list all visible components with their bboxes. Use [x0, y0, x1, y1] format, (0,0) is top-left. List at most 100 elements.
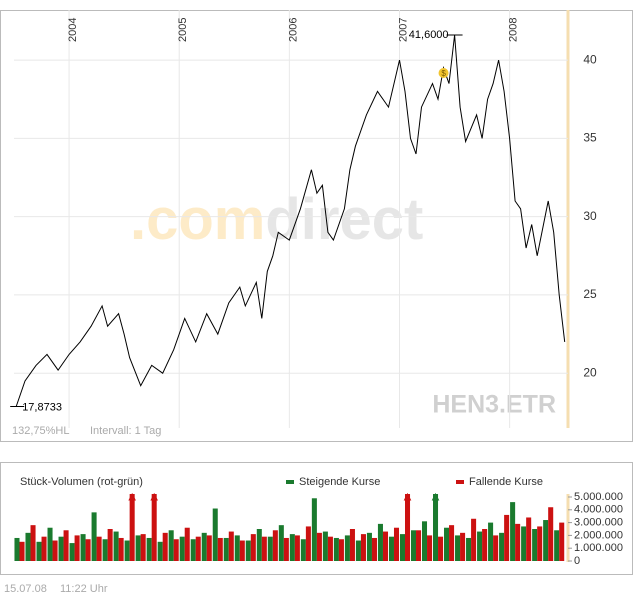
volume-bar — [80, 534, 86, 561]
volume-bar — [438, 536, 444, 561]
x-tick-label: 2007 — [397, 18, 409, 42]
footer-time: 11:22 Uhr — [60, 583, 108, 595]
volume-bar — [162, 532, 168, 561]
volume-panel — [0, 462, 633, 575]
overflow-arrow — [150, 492, 159, 510]
x-tick-label: 2008 — [508, 18, 520, 42]
watermark: .comdirect — [130, 187, 423, 252]
volume-bar — [25, 532, 31, 561]
volume-bar — [107, 529, 113, 561]
volume-bar — [223, 537, 229, 561]
dividend-marker — [438, 68, 449, 78]
volume-bar — [449, 525, 455, 561]
volume-bar — [47, 527, 53, 561]
volume-bar — [548, 507, 554, 561]
volume-bar — [521, 526, 527, 561]
volume-bar — [349, 529, 355, 561]
y-tick-label: 0 — [574, 555, 580, 567]
volume-bar — [493, 535, 499, 561]
volume-bar — [168, 530, 174, 561]
volume-bar — [195, 536, 201, 561]
volume-bar — [543, 520, 549, 561]
watermark-part: direct — [265, 187, 423, 252]
volume-bar — [206, 535, 212, 561]
volume-bar — [416, 530, 422, 561]
volume-bar — [228, 531, 234, 561]
volume-bar — [455, 535, 461, 561]
volume-bar — [283, 537, 289, 561]
y-tick-label: 20 — [583, 365, 597, 379]
volume-bar — [272, 530, 278, 561]
volume-bar — [388, 536, 394, 561]
volume-bar — [19, 541, 25, 561]
volume-bar — [554, 530, 560, 561]
price-line — [15, 34, 566, 407]
volume-bar — [316, 532, 322, 561]
volume-bar — [69, 543, 75, 561]
volume-bar — [444, 527, 450, 561]
y-tick-label: 35 — [583, 131, 597, 145]
volume-bar — [278, 525, 284, 561]
volume-bar — [559, 522, 565, 561]
volume-bar — [432, 494, 439, 561]
volume-bar — [63, 530, 69, 561]
volume-bar — [338, 539, 344, 561]
volume-bar — [173, 539, 179, 561]
volume-bar — [311, 498, 317, 561]
volume-bar — [58, 536, 64, 561]
volume-bar — [537, 526, 543, 561]
legend-swatch — [286, 480, 294, 484]
y-tick-label: 40 — [583, 52, 597, 66]
volume-bar — [52, 540, 58, 561]
volume-bar — [212, 508, 218, 561]
dividend-label: $ — [441, 69, 446, 78]
volume-bar — [102, 539, 108, 561]
high-label: 41,6000 — [409, 29, 449, 41]
volume-bar — [371, 537, 377, 561]
y-tick-label: 25 — [583, 287, 597, 301]
volume-bar — [184, 527, 190, 561]
footer-date: 15.07.08 — [4, 583, 47, 595]
x-tick-label: 2004 — [67, 18, 79, 42]
volume-bar — [526, 517, 532, 561]
volume-bar — [146, 537, 152, 561]
volume-bar — [327, 536, 333, 561]
volume-bar — [74, 535, 80, 561]
volume-bar — [404, 494, 411, 561]
volume-bar — [113, 531, 119, 561]
volume-bar — [151, 494, 157, 561]
volume-bar — [30, 525, 36, 561]
overflow-arrow — [431, 492, 440, 510]
volume-bar — [421, 521, 428, 561]
volume-bar — [488, 522, 494, 561]
volume-bar — [344, 535, 350, 561]
volume-bar — [382, 531, 389, 561]
volume-bar — [217, 537, 223, 561]
watermark-part: .com — [130, 187, 265, 252]
interval-label: Intervall: 1 Tag — [90, 425, 161, 437]
volume-bar — [261, 536, 267, 561]
overflow-arrow — [403, 492, 412, 510]
volume-bar — [504, 514, 510, 561]
volume-bar — [201, 532, 207, 561]
y-tick-label: 3.000.000 — [574, 517, 623, 529]
volume-bar — [322, 531, 328, 561]
volume-bar — [256, 529, 262, 561]
volume-bar — [393, 527, 400, 561]
volume-bar — [179, 536, 185, 561]
volume-bar — [289, 534, 295, 561]
volume-bar — [91, 512, 97, 561]
volume-bar — [294, 535, 300, 561]
volume-bar — [427, 535, 433, 561]
volume-bar — [305, 526, 311, 561]
volume-bar — [532, 529, 538, 561]
volume-bar — [333, 537, 339, 561]
legend-swatch — [456, 480, 464, 484]
volume-bar — [460, 532, 466, 561]
volume-bar — [471, 518, 477, 561]
volume-bar — [515, 523, 521, 561]
volume-bar — [510, 502, 516, 561]
volume-bar — [124, 540, 130, 561]
volume-bar — [234, 535, 240, 561]
volume-bar — [267, 536, 273, 561]
